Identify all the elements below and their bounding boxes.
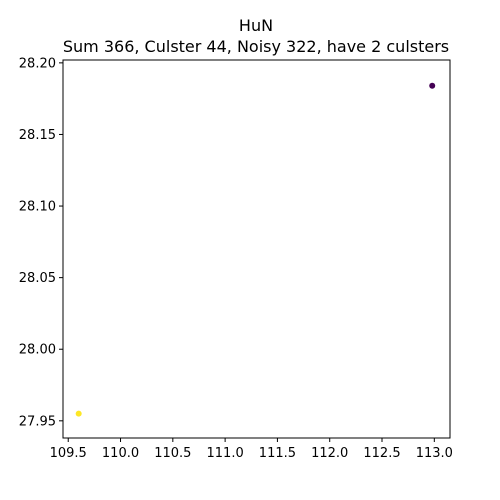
x-tick-label: 112.0 — [311, 446, 348, 461]
chart-subtitle: Sum 366, Culster 44, Noisy 322, have 2 c… — [63, 37, 449, 56]
x-tick-label: 112.5 — [363, 446, 400, 461]
chart-title: HuN — [239, 16, 273, 35]
x-tick-label: 113.0 — [416, 446, 453, 461]
plot-area: 109.5 110.0 110.5 111.0 111.5 112.0 112.5 113.0… — [19, 56, 453, 461]
x-tick-label: 111.5 — [259, 446, 296, 461]
y-tick-label: 28.20 — [19, 56, 56, 71]
y-tick-label: 28.00 — [19, 343, 56, 358]
x-tick-label: 110.5 — [154, 446, 191, 461]
axes-frame — [62, 59, 451, 439]
x-tick-label: 111.0 — [207, 446, 244, 461]
x-tick-label: 109.5 — [50, 446, 87, 461]
data-point-2 — [75, 410, 82, 417]
data-point-1 — [429, 82, 436, 89]
y-tick-label: 28.10 — [19, 200, 56, 215]
x-tick-label: 110.0 — [102, 446, 139, 461]
y-tick-label: 27.95 — [19, 414, 56, 429]
y-tick-label: 28.05 — [19, 271, 56, 286]
y-tick-label: 28.15 — [19, 128, 56, 143]
